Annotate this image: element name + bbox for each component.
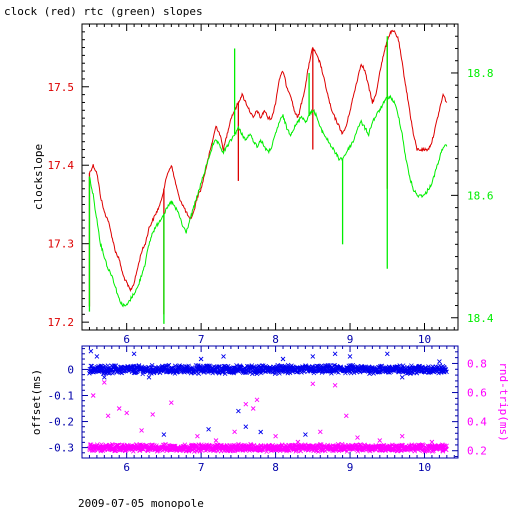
rnd-trip-outlier-point bbox=[195, 433, 200, 439]
offset-outlier-point bbox=[280, 356, 286, 362]
x-tick-label: 6 bbox=[123, 333, 130, 346]
offset-outlier-point bbox=[384, 351, 390, 357]
footer-caption: 2009-07-05 monopole bbox=[78, 497, 204, 510]
rtc-series-line bbox=[88, 94, 448, 308]
rnd-trip-outlier-point bbox=[213, 438, 219, 443]
y-axis-label: clockslope bbox=[32, 144, 45, 210]
offset-outlier-point bbox=[131, 351, 137, 357]
left-tick-label: -0.1 bbox=[48, 389, 75, 402]
offset-outlier-point bbox=[198, 356, 204, 362]
offset-outlier-point bbox=[88, 348, 94, 354]
rnd-trip-scatter-band bbox=[87, 441, 449, 454]
x-tick-label: 8 bbox=[272, 333, 279, 346]
rnd-trip-outlier-point bbox=[295, 439, 301, 445]
x-tick-label: 10 bbox=[418, 333, 431, 346]
offset-outlier-point bbox=[437, 359, 442, 364]
offset-outlier-point bbox=[94, 354, 100, 359]
offset-outlier-point bbox=[303, 432, 308, 437]
y-axis-label-offset: offset(ms) bbox=[30, 369, 43, 435]
rnd-trip-outlier-point bbox=[254, 397, 260, 403]
x-tick-label: 7 bbox=[198, 333, 205, 346]
offset-outlier-point bbox=[310, 354, 316, 359]
left-tick-label: 17.3 bbox=[48, 238, 75, 251]
left-tick-label: 17.5 bbox=[48, 81, 75, 94]
rnd-trip-outlier-point bbox=[332, 382, 338, 388]
offset-scatter-band bbox=[87, 362, 449, 377]
right-tick-label: 18.6 bbox=[467, 189, 494, 202]
left-tick-label: -0.3 bbox=[48, 442, 75, 455]
offset-outlier-point bbox=[347, 354, 353, 359]
chart-title: clock (red) rtc (green) slopes bbox=[4, 5, 203, 18]
offset-outlier-point bbox=[236, 408, 241, 414]
x-tick-label: 9 bbox=[347, 333, 354, 346]
offset-outlier-point bbox=[161, 432, 167, 437]
x-tick-label: 10 bbox=[418, 461, 431, 474]
rnd-trip-outlier-point bbox=[399, 433, 405, 439]
clock-series-line bbox=[88, 29, 448, 293]
offset-outlier-point bbox=[332, 351, 338, 357]
slope-plot-frame bbox=[81, 23, 459, 331]
offset-outlier-point bbox=[146, 374, 152, 380]
offset-outlier-point bbox=[221, 354, 226, 359]
rnd-trip-outlier-point bbox=[150, 412, 156, 417]
rnd-trip-outlier-point bbox=[429, 439, 435, 445]
offset-plot-frame bbox=[81, 345, 459, 459]
left-tick-label: 17.4 bbox=[48, 159, 75, 172]
rnd-trip-outlier-point bbox=[124, 410, 130, 416]
rnd-trip-outlier-point bbox=[101, 380, 107, 385]
rnd-trip-outlier-point bbox=[105, 413, 111, 419]
rnd-trip-outlier-point bbox=[355, 435, 360, 440]
offset-outlier-point bbox=[101, 374, 107, 380]
right-tick-label: 0.2 bbox=[467, 445, 487, 458]
rnd-trip-outlier-point bbox=[116, 406, 122, 411]
rnd-trip-outlier-point bbox=[243, 401, 249, 407]
rnd-trip-outlier-point bbox=[90, 393, 96, 398]
left-tick-label: 17.2 bbox=[48, 316, 75, 329]
y-axis-label-rnd-trip: rnd-trip(ms) bbox=[497, 362, 510, 441]
x-tick-label: 7 bbox=[198, 461, 205, 474]
rnd-trip-outlier-point bbox=[310, 381, 316, 387]
slope-panel: 6 7 8 9 10 17.2 17.3 17.4 17.5 18.4 18.6 18.8 clocks… bbox=[32, 23, 494, 346]
offset-outlier-point bbox=[206, 426, 211, 432]
offset-outlier-point bbox=[258, 429, 264, 435]
x-tick-label: 6 bbox=[123, 461, 130, 474]
right-tick-label: 0.8 bbox=[467, 357, 487, 370]
rnd-trip-outlier-point bbox=[273, 433, 278, 439]
rnd-trip-outlier-point bbox=[232, 429, 237, 435]
x-tick-label: 8 bbox=[272, 461, 279, 474]
rnd-trip-outlier-point bbox=[377, 438, 383, 443]
rnd-trip-outlier-point bbox=[168, 400, 174, 406]
rnd-trip-outlier-point bbox=[139, 428, 144, 433]
left-tick-label: 0 bbox=[67, 363, 74, 376]
right-tick-label: 18.4 bbox=[467, 312, 494, 325]
offset-outlier-point bbox=[399, 374, 405, 380]
x-tick-label: 9 bbox=[347, 461, 354, 474]
right-tick-label: 18.8 bbox=[467, 67, 494, 80]
rnd-trip-outlier-point bbox=[317, 429, 323, 435]
offset-outlier-point bbox=[243, 424, 249, 430]
right-tick-label: 0.4 bbox=[467, 416, 487, 429]
rnd-trip-outlier-point bbox=[343, 413, 349, 419]
offset-panel: 6 7 8 9 10 0 -0.1 -0.2 -0.3 0.8 0.6 0.4 0.2 offset(ms… bbox=[30, 345, 510, 474]
right-tick-label: 0.6 bbox=[467, 387, 487, 400]
left-tick-label: -0.2 bbox=[48, 416, 75, 429]
rnd-trip-outlier-point bbox=[250, 406, 256, 411]
